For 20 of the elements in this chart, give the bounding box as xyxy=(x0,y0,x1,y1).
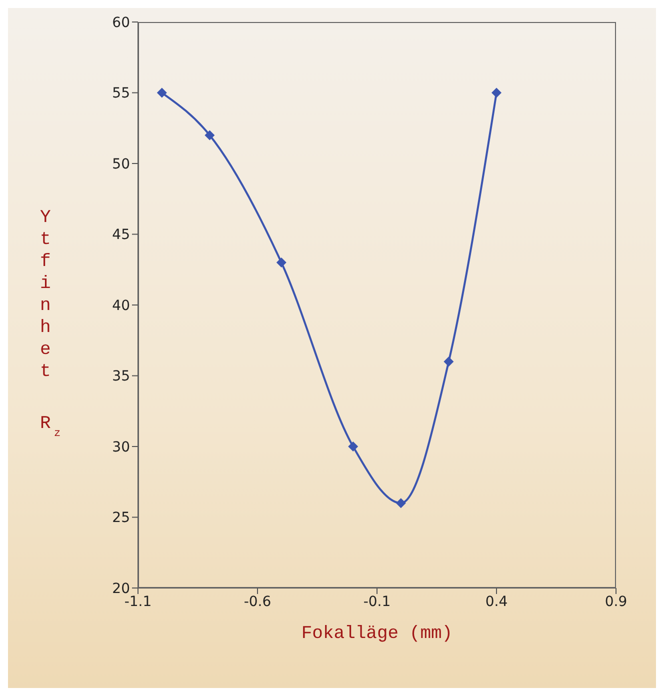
y-tick-label: 30 xyxy=(112,439,130,456)
y-tick-label: 50 xyxy=(112,156,130,172)
y-tick-label: 55 xyxy=(112,86,130,102)
y-tick-label: 60 xyxy=(112,14,130,31)
x-tick-label: 0.9 xyxy=(604,594,628,610)
point xyxy=(156,88,167,98)
point xyxy=(276,258,286,268)
y-tick-label: 35 xyxy=(112,368,130,385)
point xyxy=(348,442,358,452)
point xyxy=(444,356,454,367)
y-tick-label: 25 xyxy=(112,510,130,526)
y-tick-label: 40 xyxy=(112,298,130,314)
x-tick-label: 0.4 xyxy=(485,594,508,610)
x-axis-title: Fokalläge (mm) xyxy=(301,624,453,644)
x-tick-label: -0.6 xyxy=(244,594,272,610)
point xyxy=(396,498,406,508)
point xyxy=(492,88,502,98)
point xyxy=(204,130,215,140)
y-tick-label: 45 xyxy=(112,227,130,244)
x-tick-label: -0.1 xyxy=(363,594,391,610)
